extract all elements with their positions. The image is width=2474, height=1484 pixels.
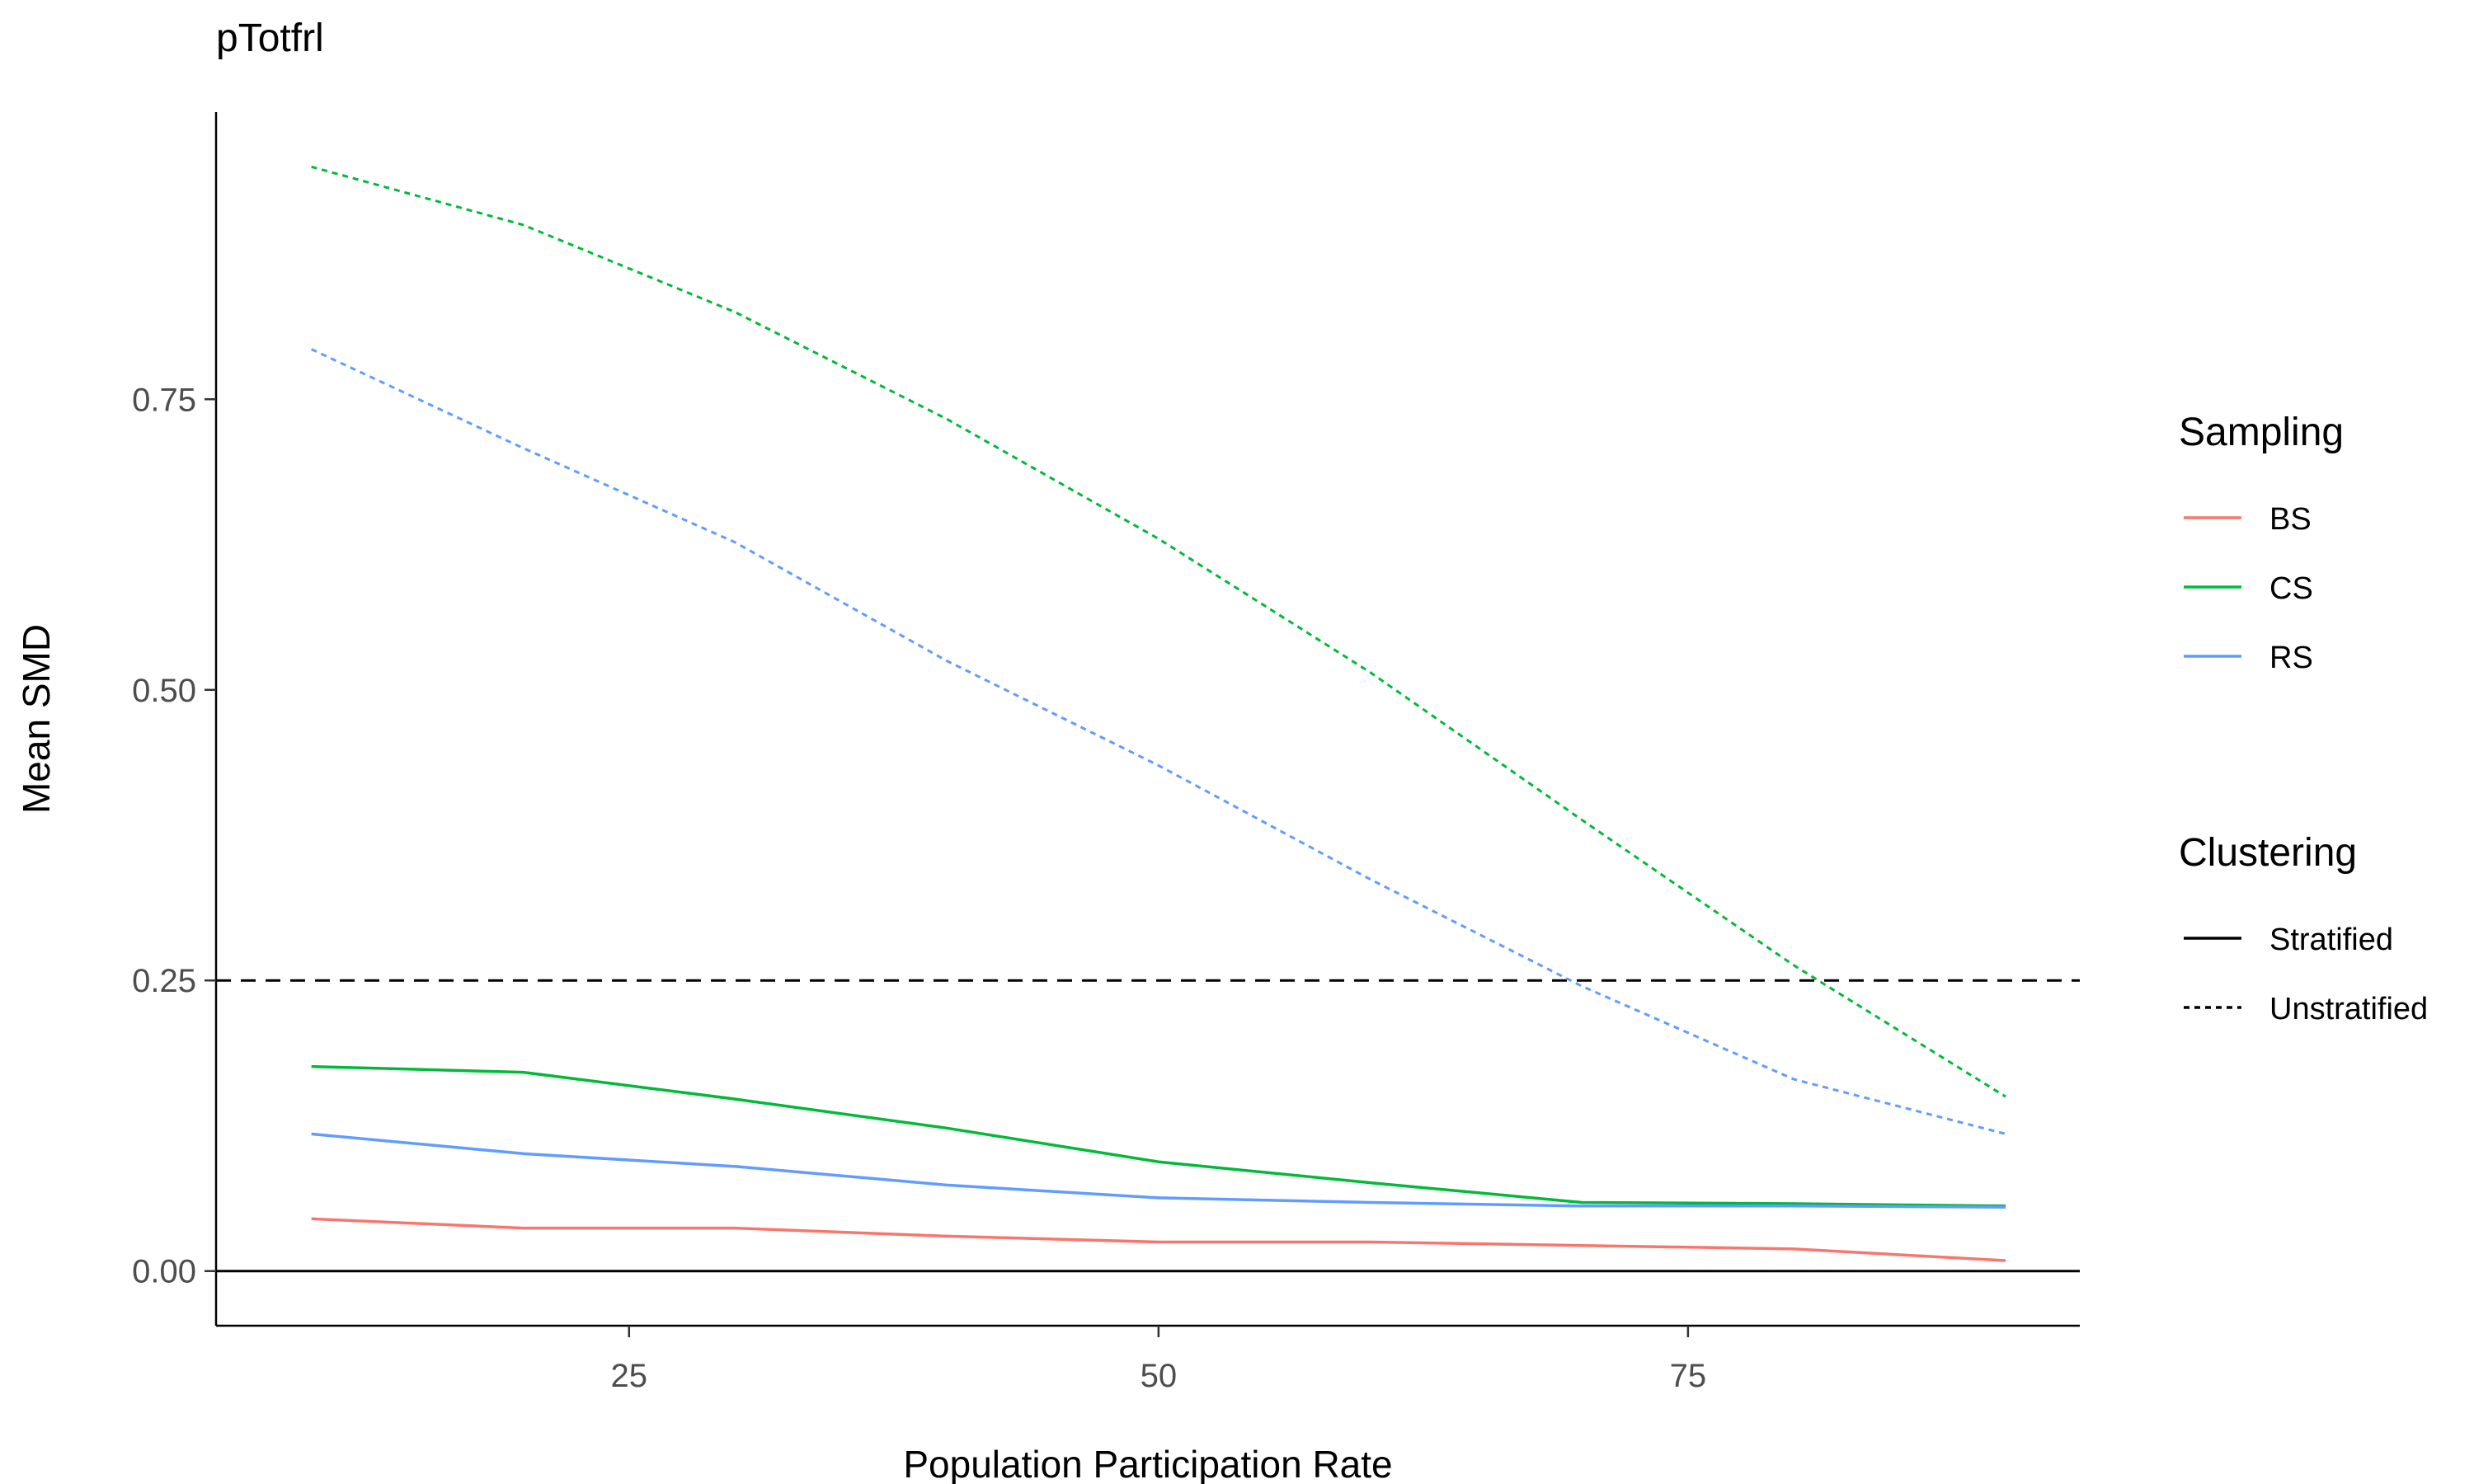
chart-title: pTotfrl xyxy=(216,16,324,60)
x-tick-label: 25 xyxy=(611,1358,648,1394)
x-axis-title: Population Participation Rate xyxy=(903,1443,1392,1484)
plot-area: 0.00 0.25 0.50 0.75 25 50 75 xyxy=(132,112,2080,1394)
y-axis-ticks: 0.00 0.25 0.50 0.75 xyxy=(132,382,216,1290)
legend-title: Clustering xyxy=(2179,831,2357,875)
x-tick-label: 50 xyxy=(1141,1358,1178,1394)
x-axis-ticks: 25 50 75 xyxy=(611,1326,1707,1394)
y-tick-label: 0.50 xyxy=(132,673,196,709)
y-tick-label: 0.75 xyxy=(132,382,196,418)
legend-label-cs: CS xyxy=(2269,571,2313,606)
legend-label-bs: BS xyxy=(2269,502,2312,537)
y-axis-title: Mean SMD xyxy=(15,624,58,814)
legend-clustering: Clustering Stratified Unstratified xyxy=(2179,831,2428,1026)
legend-title: Sampling xyxy=(2179,411,2344,454)
series-line-cs-stratified xyxy=(311,1064,2006,1208)
x-tick-label: 75 xyxy=(1670,1358,1707,1394)
series-line-cs-unstratified xyxy=(311,165,2006,1098)
series-line-rs-stratified xyxy=(311,1132,2006,1209)
legend-label-unstratified: Unstratified xyxy=(2269,992,2428,1026)
series-line-rs-unstratified xyxy=(310,348,2006,1135)
legend-label-rs: RS xyxy=(2269,641,2313,675)
series-lines xyxy=(310,165,2006,1262)
legend: Sampling BS CS RS Clustering Stratified Unstra… xyxy=(2179,411,2428,1026)
y-tick-label: 0.25 xyxy=(132,963,196,999)
legend-label-stratified: Stratified xyxy=(2269,923,2393,957)
reference-lines xyxy=(216,979,2080,1273)
series-line-bs-stratified xyxy=(311,1217,2006,1262)
y-tick-label: 0.00 xyxy=(132,1254,196,1290)
legend-sampling: Sampling BS CS RS xyxy=(2179,411,2344,675)
